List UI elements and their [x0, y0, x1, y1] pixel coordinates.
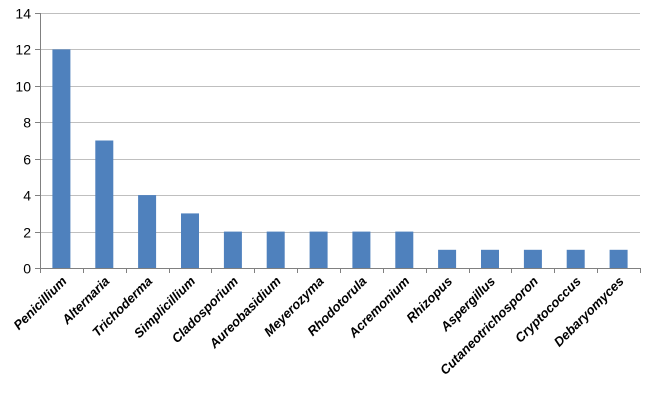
- y-tick-label: 12: [15, 42, 31, 58]
- bar-simplicillium: [181, 213, 199, 268]
- bars: [52, 49, 628, 269]
- y-tick-label: 8: [23, 115, 31, 131]
- bar-trichoderma: [138, 195, 157, 268]
- bar-cutaneotrichosporon: [523, 249, 542, 268]
- bar-aureobasidium: [266, 231, 285, 268]
- bar-cladosporium: [223, 231, 242, 268]
- bar-cryptococcus: [566, 249, 585, 268]
- gridlines: [35, 13, 640, 269]
- y-tick-label: 14: [15, 6, 31, 22]
- y-tick-label: 0: [23, 261, 31, 277]
- y-tick-label: 10: [15, 79, 31, 95]
- x-tick-label: Penicillium: [10, 273, 69, 332]
- bar-rhodotorula: [352, 231, 371, 268]
- axes: [40, 13, 641, 273]
- bar-rhizopus: [438, 249, 457, 268]
- y-tick-label: 6: [23, 152, 31, 168]
- y-tick-label: 4: [23, 188, 31, 204]
- x-tick-labels: PenicilliumAlternariaTrichodermaSimplici…: [10, 273, 626, 377]
- y-tick-label: 2: [23, 225, 31, 241]
- bar-penicillium: [52, 49, 71, 269]
- bar-meyerozyma: [309, 231, 328, 268]
- bar-acremonium: [395, 231, 414, 268]
- bar-alternaria: [95, 140, 114, 268]
- y-tick-labels: 0 2 4 6 8 10 12 14: [15, 6, 31, 277]
- x-tick-label: Aureobasidium: [206, 273, 285, 352]
- bar-debaryomyces: [609, 249, 628, 268]
- bar-aspergillus: [481, 249, 499, 268]
